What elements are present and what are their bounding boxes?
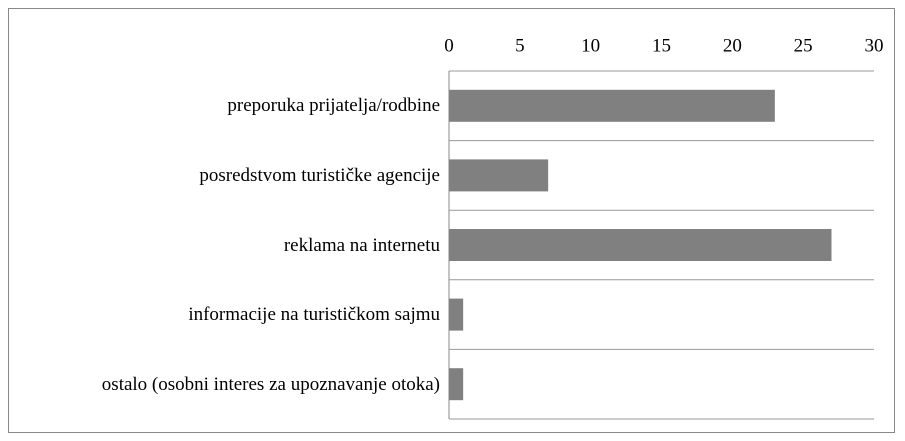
y-tick-label: posredstvom turističke agencije — [199, 164, 440, 186]
y-tick-label: preporuka prijatelja/rodbine — [227, 95, 440, 117]
chart-frame — [8, 8, 895, 433]
x-tick-label: 30 — [865, 35, 884, 56]
bar — [449, 159, 549, 192]
x-tick-label: 0 — [444, 35, 454, 56]
x-tick-label: 25 — [794, 35, 813, 56]
category-label-box: ostalo (osobni interes za upoznavanje ot… — [20, 354, 440, 414]
bar — [449, 368, 464, 401]
y-tick-label: reklama na internetu — [283, 234, 440, 256]
x-tick-label: 10 — [581, 35, 600, 56]
x-tick-label: 20 — [723, 35, 742, 56]
x-tick-label: 15 — [652, 35, 671, 56]
bar — [449, 89, 775, 122]
bar — [449, 298, 464, 331]
category-label-box: preporuka prijatelja/rodbine — [20, 76, 440, 136]
category-label-box: informacije na turističkom sajmu — [20, 285, 440, 345]
category-label-box: posredstvom turističke agencije — [20, 145, 440, 205]
y-tick-label: informacije na turističkom sajmu — [188, 304, 440, 326]
bar — [449, 229, 832, 261]
category-label-box: reklama na internetu — [20, 215, 440, 275]
y-tick-label: ostalo (osobni interes za upoznavanje ot… — [101, 373, 440, 395]
x-tick-label: 5 — [515, 35, 525, 56]
